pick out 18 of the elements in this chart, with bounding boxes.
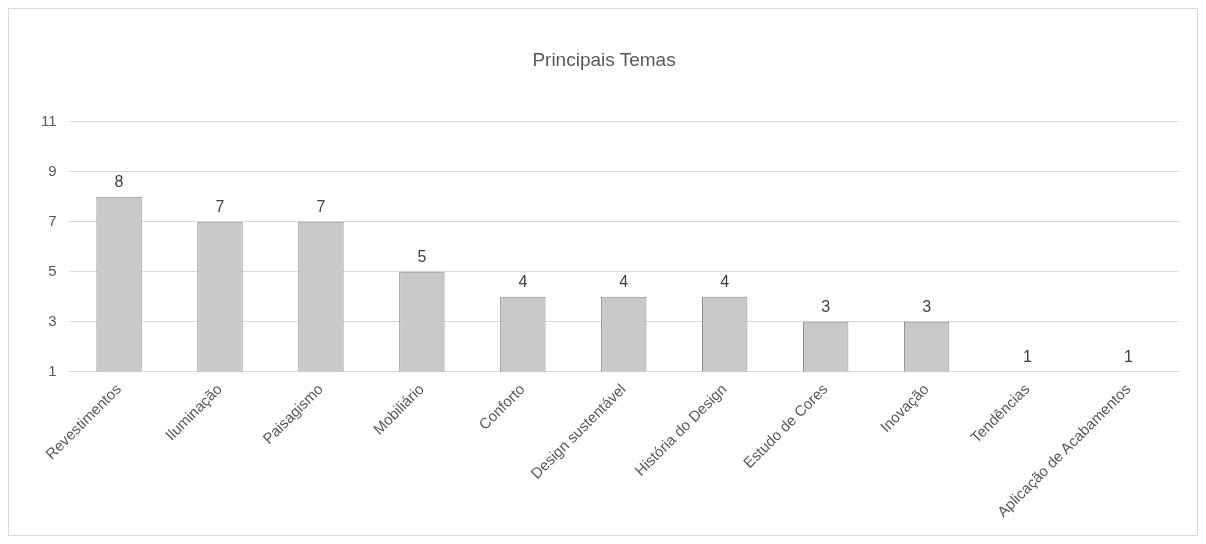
- y-tick-label: 7: [48, 211, 57, 229]
- data-label: 3: [922, 298, 932, 316]
- data-label: 1: [1023, 348, 1033, 366]
- data-label: 7: [316, 198, 326, 216]
- data-label: 7: [215, 198, 225, 216]
- y-tick-label: 11: [40, 111, 57, 129]
- chart-title: Principais Temas: [532, 48, 676, 70]
- y-tick-label: 9: [48, 161, 57, 179]
- data-label: 4: [619, 273, 629, 291]
- data-label: 4: [720, 273, 730, 291]
- y-tick-label: 5: [48, 261, 57, 279]
- data-label: 8: [114, 173, 124, 191]
- data-label: 4: [518, 273, 528, 291]
- y-tick-label: 1: [48, 361, 57, 379]
- data-label: 5: [417, 248, 427, 266]
- y-tick-label: 3: [48, 311, 57, 329]
- data-label: 1: [1124, 348, 1134, 366]
- data-label: 3: [821, 298, 831, 316]
